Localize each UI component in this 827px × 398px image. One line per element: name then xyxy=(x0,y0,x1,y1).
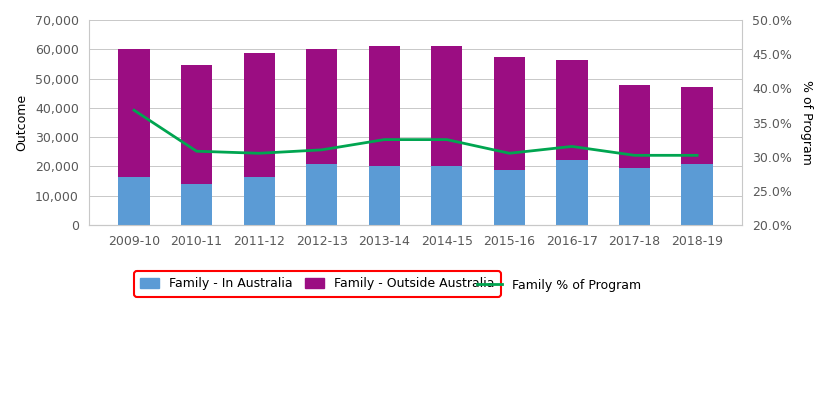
Bar xyxy=(431,166,462,225)
Family % of Program xyxy=(317,148,327,152)
Family % of Program xyxy=(629,153,638,158)
Y-axis label: Outcome: Outcome xyxy=(15,94,28,151)
Bar xyxy=(368,166,399,225)
Bar xyxy=(431,46,462,166)
Bar xyxy=(118,177,150,225)
Bar xyxy=(618,168,649,225)
Family % of Program xyxy=(254,151,264,156)
Bar xyxy=(181,184,212,225)
Bar xyxy=(681,87,712,164)
Bar xyxy=(618,85,649,168)
Bar xyxy=(118,49,150,177)
Family % of Program xyxy=(566,144,576,149)
Bar xyxy=(306,164,337,225)
Bar xyxy=(306,49,337,164)
Family % of Program xyxy=(191,149,201,154)
Bar xyxy=(368,46,399,166)
Family % of Program xyxy=(442,137,452,142)
Family % of Program xyxy=(504,151,514,156)
Bar xyxy=(556,60,587,160)
Bar xyxy=(243,177,275,225)
Bar xyxy=(493,170,524,225)
Family % of Program xyxy=(691,153,701,158)
Bar xyxy=(556,160,587,225)
Legend: Family % of Program: Family % of Program xyxy=(471,274,646,297)
Family % of Program xyxy=(129,108,139,113)
Bar xyxy=(243,53,275,177)
Bar xyxy=(181,65,212,184)
Line: Family % of Program: Family % of Program xyxy=(134,110,696,155)
Bar xyxy=(681,164,712,225)
Y-axis label: % of Program: % of Program xyxy=(799,80,812,165)
Family % of Program xyxy=(379,137,389,142)
Bar xyxy=(493,57,524,170)
